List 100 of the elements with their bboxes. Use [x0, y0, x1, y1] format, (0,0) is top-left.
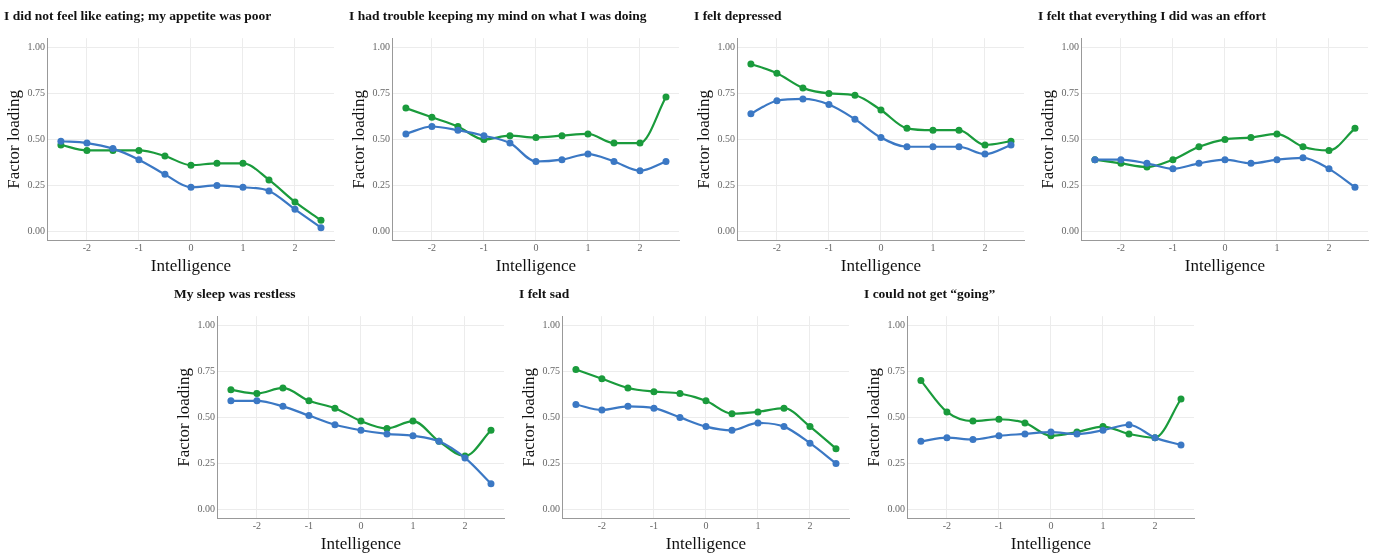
x-tick-label: 1 [410, 520, 416, 532]
y-tick-label: 0.25 [542, 457, 560, 469]
x-tick-label: -2 [252, 520, 262, 532]
y-axis-title: Factor loading [518, 367, 538, 467]
y-tick-label: 1.00 [717, 41, 735, 53]
point [610, 139, 618, 147]
point [1273, 130, 1281, 138]
point [917, 437, 925, 445]
point [773, 97, 781, 105]
point [1351, 124, 1359, 132]
point [728, 426, 736, 434]
x-axis-title: Intelligence [320, 534, 402, 554]
point [584, 130, 592, 138]
point [1021, 419, 1029, 427]
point [832, 445, 840, 453]
x-tick-label: -1 [824, 242, 834, 254]
x-tick-label: 0 [1048, 520, 1054, 532]
y-tick-label: 0.50 [27, 133, 45, 145]
x-tick-label: 1 [585, 242, 591, 254]
y-tick-label: 1.00 [27, 41, 45, 53]
y-tick-label: 0.50 [887, 411, 905, 423]
point [1125, 421, 1133, 429]
x-tick-label: 2 [637, 242, 643, 254]
x-tick-label: 2 [982, 242, 988, 254]
point [409, 417, 417, 425]
y-tick-label: 1.00 [542, 319, 560, 331]
y-tick-label: 0.50 [717, 133, 735, 145]
point [1143, 159, 1151, 167]
x-tick-label: 0 [358, 520, 364, 532]
y-tick-label: 0.25 [372, 179, 390, 191]
y-axis-title: Factor loading [863, 367, 883, 467]
y-axis-title: Factor loading [348, 89, 368, 189]
y-axis-title: Factor loading [173, 367, 193, 467]
y-tick-label: 0.25 [717, 179, 735, 191]
x-tick-label: 2 [462, 520, 468, 532]
point [187, 161, 195, 169]
point [747, 60, 755, 68]
point [357, 417, 365, 425]
chart-title: My sleep was restless [174, 285, 296, 301]
point [558, 132, 566, 140]
y-tick-label: 0.00 [887, 503, 905, 515]
x-tick-label: -2 [82, 242, 92, 254]
point [1177, 441, 1185, 449]
point [799, 84, 807, 92]
point [903, 124, 911, 132]
x-tick-label: -2 [942, 520, 952, 532]
point [780, 404, 788, 412]
point [357, 426, 365, 434]
point [929, 143, 937, 151]
x-tick-label: -1 [134, 242, 144, 254]
point [598, 375, 606, 383]
point [754, 419, 762, 427]
point [279, 384, 287, 392]
point [728, 410, 736, 418]
point [279, 402, 287, 410]
y-tick-label: 0.25 [27, 179, 45, 191]
point [1169, 165, 1177, 173]
y-tick-label: 0.25 [197, 457, 215, 469]
point [57, 137, 65, 145]
point [265, 187, 273, 195]
point [773, 69, 781, 77]
y-tick-label: 0.00 [717, 225, 735, 237]
point [943, 434, 951, 442]
point [161, 152, 169, 160]
point [213, 181, 221, 189]
y-tick-label: 0.00 [1061, 225, 1079, 237]
point [780, 423, 788, 431]
x-tick-label: 0 [878, 242, 884, 254]
point [1125, 430, 1133, 438]
point [799, 95, 807, 103]
point [572, 366, 580, 374]
point [454, 126, 462, 134]
point [1325, 146, 1333, 154]
point [428, 113, 436, 121]
point [981, 141, 989, 149]
point [83, 146, 91, 154]
point [383, 424, 391, 432]
point [487, 426, 495, 434]
point [806, 439, 814, 447]
x-tick-label: -2 [427, 242, 437, 254]
point [943, 408, 951, 416]
y-tick-label: 0.75 [542, 365, 560, 377]
x-axis-title: Intelligence [495, 256, 577, 276]
point [806, 423, 814, 431]
x-tick-label: 0 [533, 242, 539, 254]
chart-title: I could not get “going” [864, 285, 996, 301]
point [650, 388, 658, 396]
point [747, 110, 755, 118]
x-axis-title: Intelligence [665, 534, 747, 554]
y-tick-label: 1.00 [372, 41, 390, 53]
point [877, 134, 885, 142]
point [995, 415, 1003, 423]
x-tick-label: 2 [1326, 242, 1332, 254]
point [161, 170, 169, 178]
point [1325, 165, 1333, 173]
y-axis-title: Factor loading [1037, 89, 1057, 189]
x-tick-label: -2 [597, 520, 607, 532]
y-tick-label: 0.00 [542, 503, 560, 515]
point [610, 157, 618, 165]
point [955, 126, 963, 134]
